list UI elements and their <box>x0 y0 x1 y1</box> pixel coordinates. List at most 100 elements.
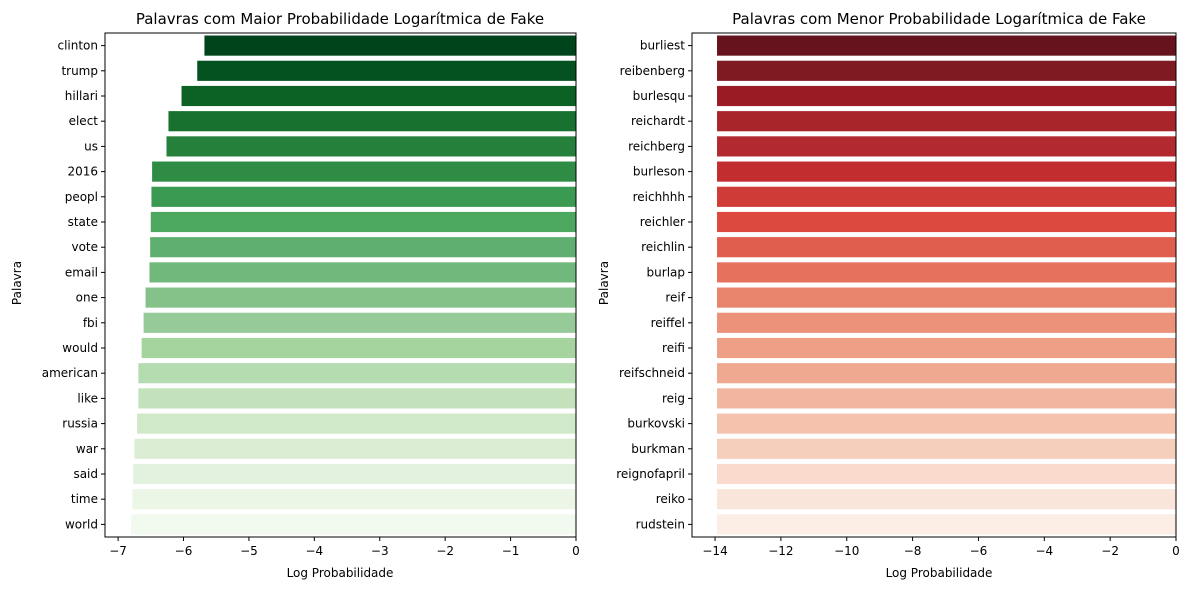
bar-one <box>145 287 576 308</box>
bar-burleson <box>717 161 1176 182</box>
bar-burkovski <box>717 413 1176 434</box>
bar-peopl <box>151 186 576 207</box>
bar-war <box>134 438 576 459</box>
y-tick-label: reig <box>662 391 685 405</box>
y-tick-label: world <box>65 517 98 531</box>
bar-reig <box>717 388 1176 409</box>
bar-trump <box>197 60 577 81</box>
y-tick-label: elect <box>69 114 99 128</box>
bar-reifi <box>717 337 1176 359</box>
y-tick-group: burliest reibenberg burlesqu reichardt reich… <box>616 39 692 531</box>
x-tick-label: −10 <box>834 544 859 558</box>
bar-reibenberg <box>717 60 1176 81</box>
y-tick-label: vote <box>71 240 98 254</box>
x-tick-label: −4 <box>305 544 323 558</box>
y-tick-label: us <box>84 139 98 153</box>
bar-reichhhh <box>717 186 1176 207</box>
y-tick-label: reichhhh <box>633 190 685 204</box>
y-tick-label: would <box>62 341 98 355</box>
bar-reiko <box>717 489 1176 510</box>
bar-burkman <box>717 438 1176 459</box>
bar-reiffel <box>717 312 1176 333</box>
y-tick-label: reifschneid <box>619 366 685 380</box>
x-tick-label: −6 <box>175 544 193 558</box>
x-tick-label: −8 <box>904 544 922 558</box>
bar-reignofapril <box>717 463 1176 485</box>
x-tick-label: −3 <box>371 544 389 558</box>
bar-group <box>717 35 1176 535</box>
y-tick-label: reichler <box>640 215 685 229</box>
y-tick-label: burlesqu <box>633 89 685 103</box>
y-tick-label: trump <box>61 64 98 78</box>
bar-reichberg <box>717 136 1176 157</box>
y-tick-label: burkovski <box>627 417 685 431</box>
bar-vote <box>150 237 576 258</box>
bar-email <box>149 262 576 283</box>
y-tick-group: clinton trump hillari elect us 2016 peopl state… <box>42 39 105 531</box>
x-tick-label: −4 <box>1035 544 1053 558</box>
y-tick-label: reibenberg <box>620 64 685 78</box>
y-tick-label: american <box>42 366 98 380</box>
x-tick-label: 0 <box>572 544 580 558</box>
y-tick-label: reignofapril <box>616 467 685 481</box>
y-tick-label: time <box>71 492 98 506</box>
bar-reifschneid <box>717 363 1176 384</box>
bar-time <box>132 489 576 510</box>
bar-russia <box>137 413 576 434</box>
x-axis-label: Log Probabilidade <box>886 566 993 580</box>
bar-clinton <box>204 35 576 56</box>
chart-title: Palavras com Menor Probabilidade Logarít… <box>732 10 1146 28</box>
bar-like <box>138 388 577 409</box>
x-tick-label: −5 <box>240 544 258 558</box>
y-tick-label: russia <box>62 417 98 431</box>
y-tick-label: peopl <box>65 190 98 204</box>
x-tick-label: −7 <box>109 544 127 558</box>
y-tick-label: state <box>68 215 98 229</box>
y-tick-label: reiffel <box>651 316 685 330</box>
y-tick-label: war <box>76 442 98 456</box>
x-axis-label: Log Probabilidade <box>287 566 394 580</box>
y-axis-label: Palavra <box>597 261 611 305</box>
chart-title: Palavras com Maior Probabilidade Logarít… <box>136 10 544 28</box>
y-tick-label: reifi <box>662 341 685 355</box>
x-tick-label: −1 <box>502 544 520 558</box>
x-tick-label: −14 <box>702 544 727 558</box>
y-tick-label: fbi <box>83 316 98 330</box>
bar-world <box>131 514 576 535</box>
bar-us <box>166 136 576 157</box>
y-tick-label: rudstein <box>636 517 685 531</box>
chart-panel-greens: Palavras com Maior Probabilidade Logarít… <box>10 10 580 580</box>
bar-burlesqu <box>717 85 1176 107</box>
bar-burliest <box>717 35 1176 56</box>
y-tick-label: burleson <box>633 165 685 179</box>
plot-frame <box>691 32 1177 538</box>
y-tick-label: reiko <box>656 492 685 506</box>
y-tick-label: 2016 <box>67 165 98 179</box>
x-tick-group: −7 −6 −5 −4 −3 −2 −1 0 <box>109 537 580 558</box>
x-tick-label: −2 <box>1101 544 1119 558</box>
bar-reichlin <box>717 237 1176 258</box>
bar-american <box>138 363 577 384</box>
y-tick-label: burlap <box>647 265 685 279</box>
x-tick-label: −6 <box>970 544 988 558</box>
y-tick-label: reichlin <box>641 240 685 254</box>
bar-would <box>141 337 576 359</box>
y-tick-label: hillari <box>65 89 98 103</box>
bar-rudstein <box>717 514 1176 535</box>
bar-2016 <box>152 161 576 182</box>
plot-frame <box>104 32 577 538</box>
bar-group <box>131 35 577 535</box>
bar-state <box>150 211 576 233</box>
x-tick-label: −2 <box>436 544 454 558</box>
bar-reichardt <box>717 111 1176 132</box>
chart-panel-reds: Palavras com Menor Probabilidade Logarít… <box>597 10 1180 580</box>
y-tick-label: reif <box>665 291 685 305</box>
y-tick-label: email <box>65 265 98 279</box>
y-tick-label: one <box>76 291 98 305</box>
y-axis-label: Palavra <box>10 261 24 305</box>
bar-reif <box>717 287 1176 308</box>
bar-said <box>133 463 577 485</box>
x-tick-label: −12 <box>768 544 793 558</box>
y-tick-label: clinton <box>57 39 98 53</box>
